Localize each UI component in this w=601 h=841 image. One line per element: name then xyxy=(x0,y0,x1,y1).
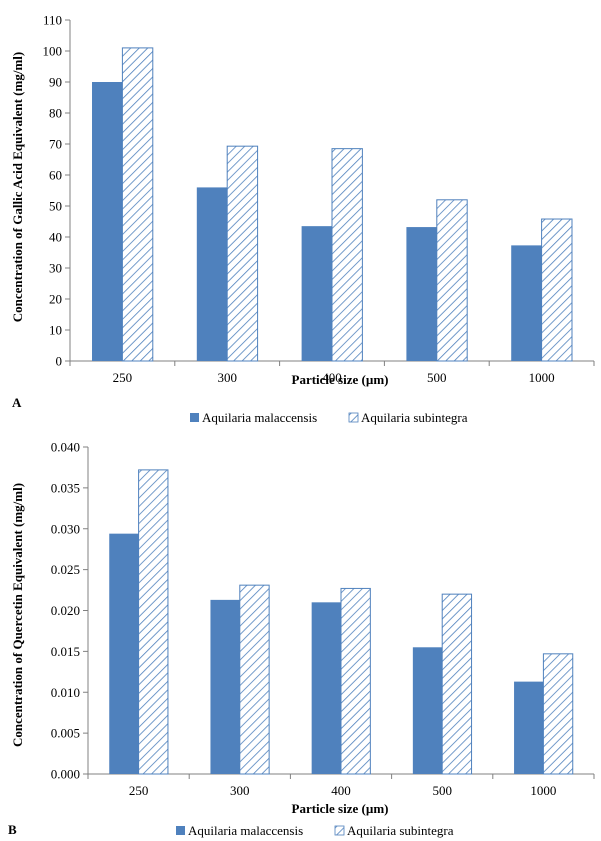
y-tick-label: 20 xyxy=(49,292,62,307)
x-tick-label: 500 xyxy=(432,783,452,798)
bar-malaccensis xyxy=(109,533,139,774)
bar-subintegra xyxy=(441,593,473,775)
bar-subintegra xyxy=(542,653,574,775)
bar-malaccensis xyxy=(311,602,341,774)
x-tick-label: 250 xyxy=(129,783,149,798)
bar-malaccensis xyxy=(301,226,332,361)
chart-panel-b: Concentration of Quercetin Equivalent (m… xyxy=(8,440,595,838)
y-axis-label: Concentration of Quercetin Equivalent (m… xyxy=(10,483,25,747)
legend-swatch-subintegra xyxy=(348,412,359,423)
y-tick-label: 60 xyxy=(49,168,62,183)
y-tick-label: 0.030 xyxy=(51,521,80,536)
y-tick-label: 0 xyxy=(56,354,63,369)
y-tick-label: 40 xyxy=(49,230,62,245)
bar-subintegra xyxy=(226,145,259,362)
legend-label-subintegra: Aquilaria subintegra xyxy=(347,823,454,838)
y-tick-label: 70 xyxy=(49,137,62,152)
bar-subintegra xyxy=(436,199,468,362)
panel-label: A xyxy=(12,395,22,410)
bar-malaccensis xyxy=(511,245,542,361)
y-tick-label: 80 xyxy=(49,106,62,121)
y-tick-label: 0.025 xyxy=(51,562,80,577)
bar-subintegra xyxy=(239,584,270,775)
y-tick-label: 110 xyxy=(43,13,62,28)
y-tick-label: 0.015 xyxy=(51,644,80,659)
x-tick-label: 250 xyxy=(113,370,133,385)
y-tick-label: 90 xyxy=(49,75,62,90)
bar-malaccensis xyxy=(196,187,228,361)
bar-subintegra xyxy=(340,587,371,775)
legend: Aquilaria malaccensis Aquilaria subinteg… xyxy=(190,410,468,425)
y-tick-label: 50 xyxy=(49,199,62,214)
legend-label-subintegra: Aquilaria subintegra xyxy=(361,410,468,425)
y-tick-label: 0.035 xyxy=(51,480,80,495)
bar-subintegra xyxy=(331,148,363,362)
y-tick-label: 0.020 xyxy=(51,603,80,618)
y-tick-label: 10 xyxy=(49,323,62,338)
y-tick-label: 0.005 xyxy=(51,726,80,741)
bar-subintegra xyxy=(138,469,169,775)
legend-swatch-malaccensis xyxy=(176,826,185,835)
bar-malaccensis xyxy=(92,82,123,361)
x-tick-label: 1000 xyxy=(530,783,556,798)
y-tick-label: 30 xyxy=(49,261,62,276)
legend-swatch-subintegra xyxy=(334,825,345,836)
x-tick-label: 300 xyxy=(230,783,250,798)
chart-panel-a: Concentration of Gallic Acid Equivalent … xyxy=(10,13,595,425)
bar-malaccensis xyxy=(210,599,240,774)
y-axis-label: Concentration of Gallic Acid Equivalent … xyxy=(10,52,25,322)
y-tick-label: 0.000 xyxy=(51,767,80,782)
x-tick-label: 400 xyxy=(322,370,342,385)
panel-label: B xyxy=(8,822,17,837)
y-tick-label: 100 xyxy=(43,44,63,59)
x-axis-label: Particle size (µm) xyxy=(292,801,389,816)
legend-label-malaccensis: Aquilaria malaccensis xyxy=(188,823,303,838)
x-tick-label: 500 xyxy=(427,370,447,385)
bar-malaccensis xyxy=(406,227,437,361)
y-tick-label: 0.040 xyxy=(51,440,80,455)
legend: Aquilaria malaccensis Aquilaria subinteg… xyxy=(176,823,454,838)
bar-malaccensis xyxy=(514,681,544,774)
x-tick-label: 1000 xyxy=(529,370,555,385)
bar-subintegra xyxy=(541,218,573,362)
x-axis-label: Particle size (µm) xyxy=(292,372,389,387)
x-tick-label: 400 xyxy=(331,783,351,798)
y-tick-label: 0.010 xyxy=(51,685,80,700)
legend-label-malaccensis: Aquilaria malaccensis xyxy=(202,410,317,425)
bar-malaccensis xyxy=(412,647,443,774)
x-tick-label: 300 xyxy=(217,370,237,385)
bar-subintegra xyxy=(121,47,154,362)
legend-swatch-malaccensis xyxy=(190,413,199,422)
